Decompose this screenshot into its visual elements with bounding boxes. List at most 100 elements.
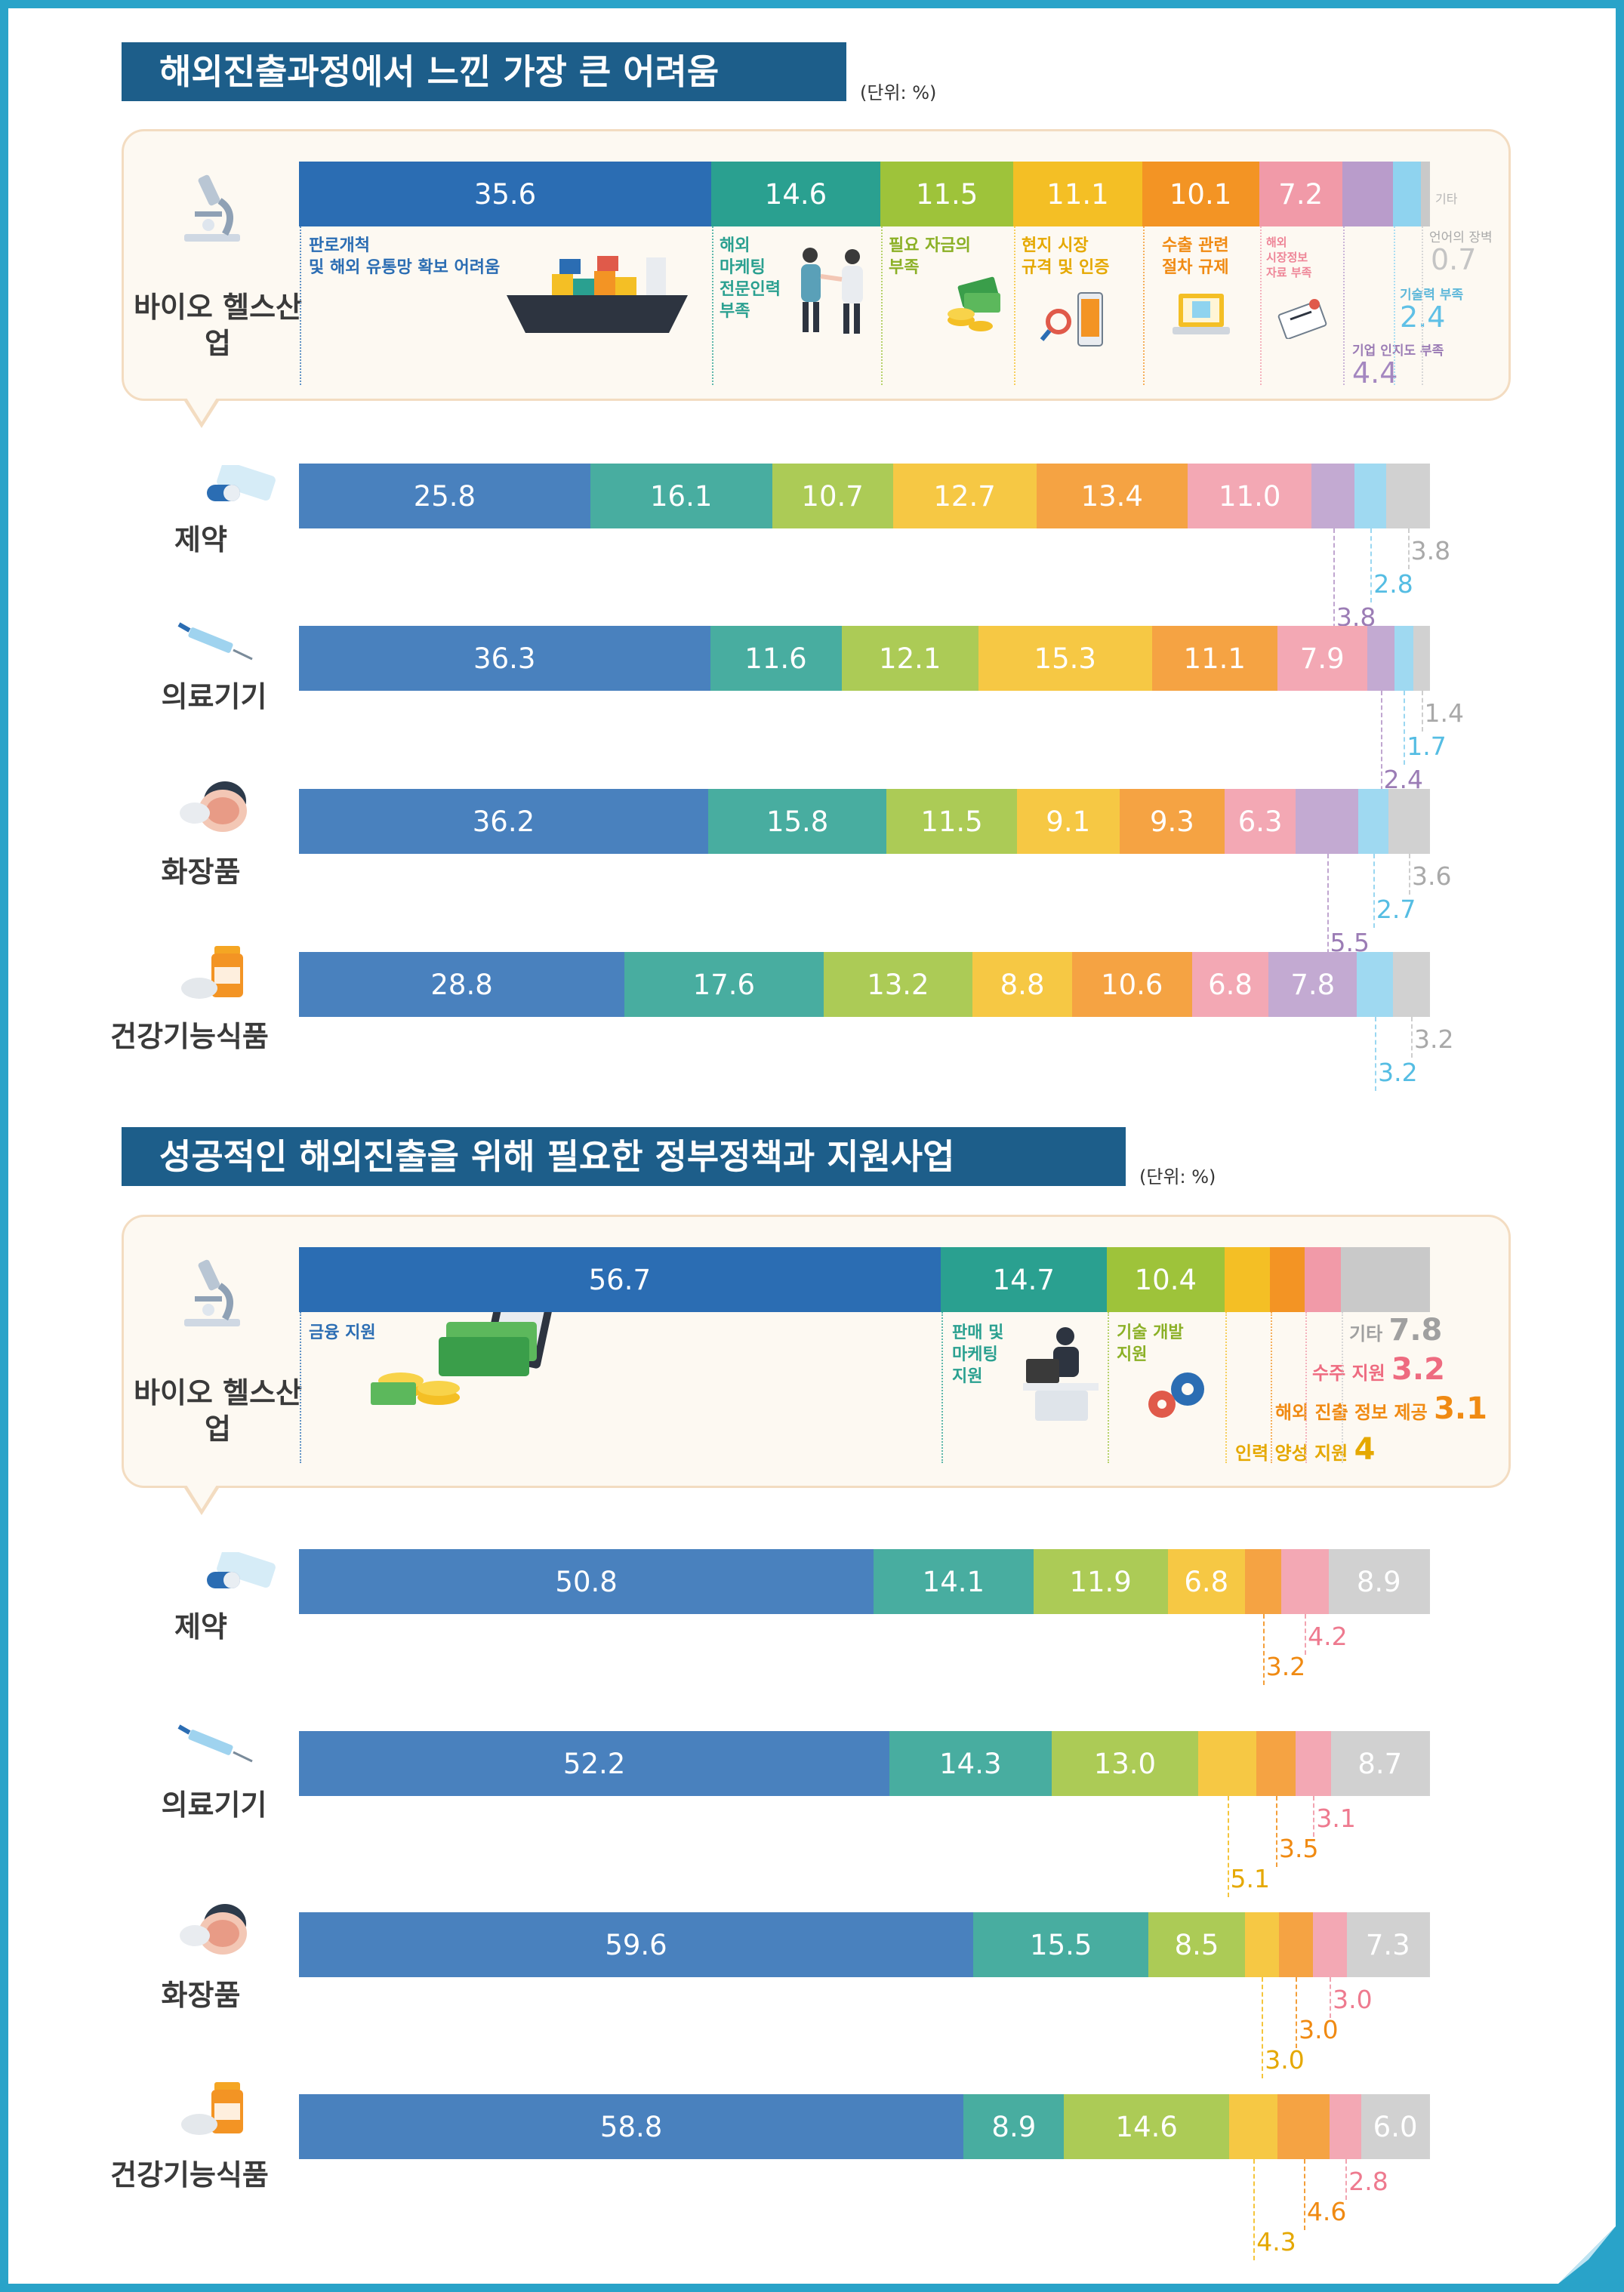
bar-value-label: 10.1: [1169, 177, 1232, 211]
value-s2-인력: 4: [1354, 1432, 1376, 1467]
bar-segment: [299, 1912, 974, 1977]
row-label-pharma: 제약: [174, 1610, 227, 1644]
small-value-label: 3.0: [1299, 2015, 1339, 2044]
bar-value-label: 11.0: [1219, 479, 1281, 513]
section1-unit: (단위: %): [860, 82, 937, 103]
segment-guide-line: [1342, 226, 1345, 385]
microscope-icon: [184, 174, 240, 242]
bar-value-label: 8.8: [1000, 968, 1045, 1001]
bar-segment: [1064, 2094, 1230, 2159]
segment-guide-line: [880, 226, 883, 385]
bar-value-label: 6.8: [1184, 1565, 1229, 1598]
bar-segment: [1256, 1731, 1296, 1796]
bar-segment: [1119, 789, 1225, 854]
bar-value-label: 59.6: [605, 1928, 667, 1961]
small-value-label: 4.6: [1306, 2197, 1347, 2226]
bar-segment: [1244, 1912, 1280, 1977]
leader-line: [1370, 528, 1373, 602]
section2-unit: (단위: %): [1139, 1166, 1216, 1188]
money-stack-icon: [948, 276, 1000, 331]
bar-value-label: 9.3: [1150, 805, 1194, 838]
bar-value-label: 9.1: [1046, 805, 1091, 838]
handshake-icon: [801, 248, 863, 334]
segment-guide-line: [1107, 1312, 1109, 1463]
bar-segment: [886, 789, 1018, 854]
row-label-health-food: 건강기능식품: [110, 1020, 269, 1053]
bar-value-label: 10.4: [1134, 1263, 1197, 1296]
bar-segment: [1346, 1912, 1430, 1977]
microscope-icon: [184, 1259, 240, 1326]
magnifier-phone-icon: [1040, 292, 1103, 347]
bar-value-label: 25.8: [413, 479, 476, 513]
segment-guide-line: [1422, 226, 1424, 385]
bar-value-label: 35.6: [473, 177, 537, 211]
bar-segment: [1393, 952, 1430, 1017]
leader-line: [1330, 1977, 1332, 2018]
bar-segment: [299, 626, 711, 691]
row-label-medical-device: 의료기기: [161, 1788, 267, 1822]
bar-segment: [1051, 1731, 1199, 1796]
bar-value-label: 10.6: [1101, 968, 1163, 1001]
bar-segment: [1106, 1247, 1225, 1312]
bar-segment: [1198, 1731, 1257, 1796]
bar-segment: [963, 2094, 1065, 2159]
bar-value-label: 7.9: [1299, 642, 1345, 675]
bar-value-label: 15.5: [1030, 1928, 1092, 1961]
section2-title: 성공적인 해외진출을 위해 필요한 정부정책과 지원사업: [122, 1127, 1126, 1186]
small-value-label: 3.1: [1316, 1804, 1356, 1833]
supplement-bottle-icon: [181, 946, 243, 999]
bar-value-label: 7.2: [1278, 177, 1324, 211]
supplement-bottle-icon: [181, 2082, 243, 2135]
bar-value-label: 11.6: [744, 642, 807, 675]
small-value-label: 3.2: [1265, 1652, 1306, 1681]
bar-segment: [1342, 162, 1394, 226]
bar-segment: [299, 952, 625, 1017]
syringe-icon: [177, 622, 253, 661]
bar-value-label: 52.2: [562, 1747, 626, 1780]
bar-segment: [1142, 162, 1260, 226]
label-s1-절차: 수출 관련 절차 규제: [1162, 236, 1229, 277]
bar-segment: [299, 464, 591, 528]
leader-line: [1303, 2159, 1305, 2230]
bar-segment: [972, 952, 1073, 1017]
office-worker-icon: [1023, 1327, 1099, 1421]
bar-value-label: 8.7: [1357, 1747, 1403, 1780]
bar-segment: [1244, 1549, 1282, 1614]
row-label-bio-health: 바이오 헬스산업: [134, 291, 302, 360]
leader-line: [1421, 691, 1423, 732]
panel-pointer-inner: [186, 398, 217, 422]
segment-guide-line: [300, 1312, 301, 1463]
bar-value-label: 6.3: [1237, 805, 1283, 838]
small-value-label: 3.8: [1410, 536, 1451, 565]
small-value-label: 3.2: [1378, 1058, 1418, 1087]
label-s2-금융: 금융 지원: [309, 1323, 376, 1342]
bar-segment: [1016, 789, 1120, 854]
leader-line: [1253, 2159, 1256, 2260]
bar-segment: [624, 952, 824, 1017]
label-s1-기술: 기술력 부족: [1400, 288, 1464, 303]
label-s2-기타: 기타 7.8: [1349, 1313, 1443, 1348]
segment-guide-line: [1014, 226, 1016, 385]
row-label-medical-device: 의료기기: [161, 680, 267, 713]
small-value-label: 4.2: [1308, 1622, 1348, 1651]
bar-segment: [1394, 626, 1414, 691]
bar-segment: [590, 464, 773, 528]
bar-segment: [1305, 1247, 1342, 1312]
bar-segment: [1341, 1247, 1430, 1312]
label-s1-언어: 언어의 장벽: [1429, 230, 1493, 245]
syringe-icon: [177, 1724, 253, 1763]
bar-segment: [880, 162, 1014, 226]
bar-segment: [889, 1731, 1052, 1796]
label-s2-정보: 해외 진출 정보 제공 3.1: [1275, 1391, 1487, 1426]
leader-line: [1373, 854, 1375, 928]
bar-segment: [1277, 626, 1368, 691]
segment-guide-line: [1342, 1312, 1344, 1463]
bar-value-label: 56.7: [588, 1263, 652, 1296]
bar-segment: [1259, 162, 1343, 226]
bar-segment: [1013, 162, 1143, 226]
value-s2-기타: 7.8: [1388, 1313, 1443, 1348]
bar-segment: [299, 2094, 964, 2159]
value-s1-언어: 0.7: [1431, 243, 1477, 276]
label-s1-정보: 해외 시장정보 자료 부족: [1266, 236, 1312, 279]
